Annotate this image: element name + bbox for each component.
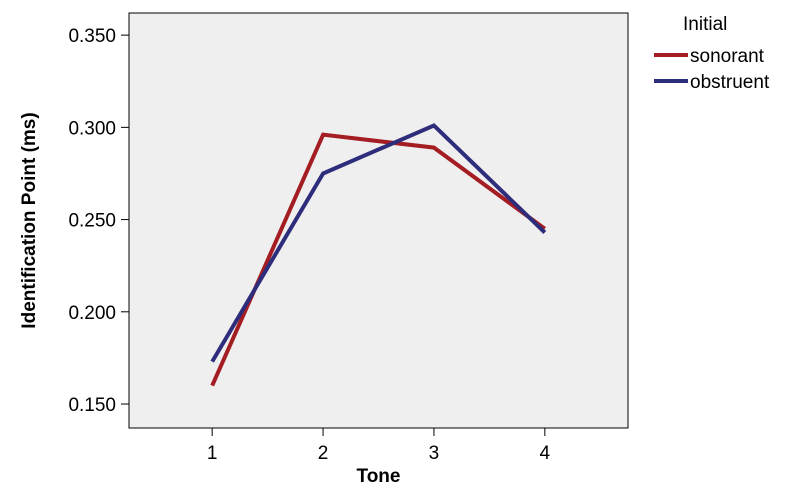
x-tick-label: 4 — [540, 443, 551, 464]
legend-title: Initial — [683, 14, 727, 35]
y-tick-label: 0.350 — [68, 26, 116, 47]
legend: Initial sonorant obstruent — [654, 14, 770, 93]
legend-label-sonorant: sonorant — [690, 46, 765, 67]
y-tick-label: 0.300 — [68, 118, 116, 139]
y-tick-label: 0.250 — [68, 211, 116, 232]
series-line-sonorant — [210, 132, 546, 387]
x-tick-label: 1 — [207, 443, 218, 464]
y-tick-label: 0.150 — [68, 395, 116, 416]
series-lines — [210, 123, 547, 387]
x-axis-title: Tone — [357, 466, 401, 487]
legend-label-obstruent: obstruent — [690, 72, 770, 93]
y-axis-title: Identification Point (ms) — [19, 112, 40, 328]
x-axis: 1 2 3 4 — [207, 428, 551, 464]
x-tick-label: 2 — [318, 443, 329, 464]
y-tick-label: 0.200 — [68, 303, 116, 324]
y-axis: 0.150 0.200 0.250 0.300 0.350 — [68, 26, 129, 416]
series-line-obstruent — [210, 123, 547, 363]
plot-area — [128, 12, 629, 429]
x-tick-label: 3 — [429, 443, 440, 464]
